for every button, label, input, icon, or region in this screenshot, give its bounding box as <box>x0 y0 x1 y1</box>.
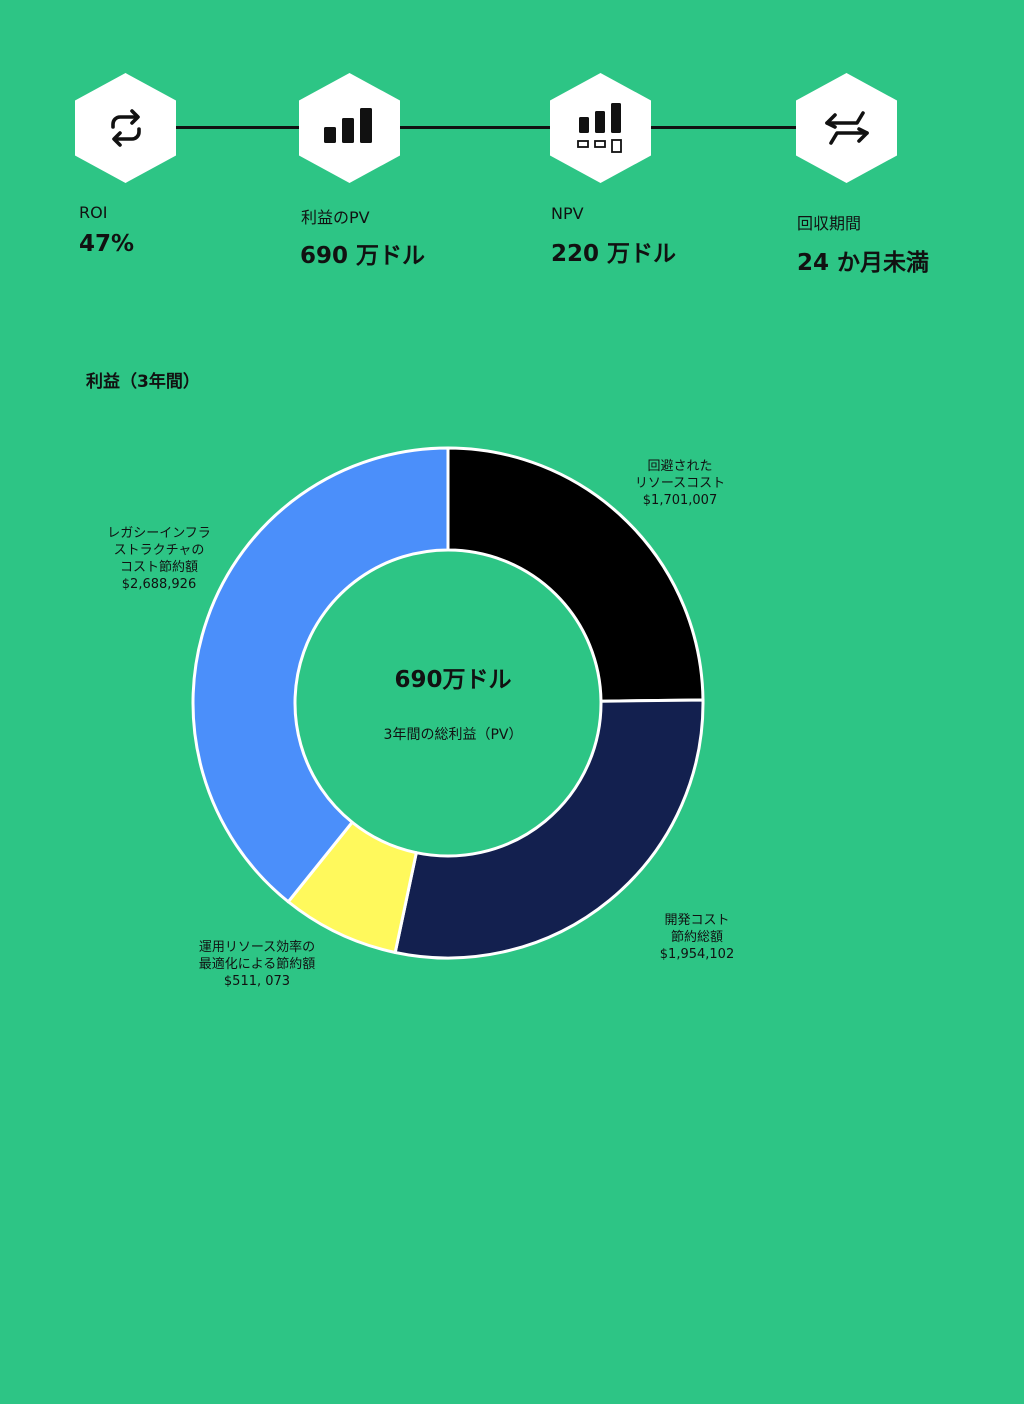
slice-value-label: $2,688,926 <box>121 577 197 592</box>
metric-label-pv: 利益のPV <box>301 208 370 227</box>
donut-slice-development-cost-savings <box>393 698 705 960</box>
slice-label-avoided-resource-cost: 回避された リソースコスト $1,701,007 <box>620 458 740 509</box>
slice-label-line: 節約総額 <box>670 930 723 945</box>
metric-value-payback: 24 か月未満 <box>797 250 930 276</box>
donut-slice-legacy-infrastructure-savings <box>191 446 450 904</box>
metric-label-npv: NPV <box>551 204 584 223</box>
slice-value-label: $1,701,007 <box>642 493 718 508</box>
slice-value-label: $1,954,102 <box>659 947 735 962</box>
slice-value-label: $511, 073 <box>223 974 291 989</box>
metric-connector-line <box>176 126 800 129</box>
section-title: 利益（3年間） <box>86 372 200 392</box>
bar-chart-icon <box>323 108 372 143</box>
metric-value-roi: 47% <box>79 231 135 257</box>
slice-label-line: 開発コスト <box>664 913 730 928</box>
donut-center-value: 690万ドル <box>394 667 512 693</box>
bar-chart-boxes-icon <box>576 103 622 153</box>
metric-label-roi: ROI <box>79 203 108 222</box>
donut-center-caption: 3年間の総利益（PV） <box>383 727 523 743</box>
slice-label-legacy-infrastructure-savings: レガシーインフラ ストラクチャの コスト節約額 $2,688,926 <box>94 525 224 593</box>
metric-icon-badge-pv <box>299 73 400 183</box>
slice-label-operational-efficiency-savings: 運用リソース効率の 最適化による節約額 $511, 073 <box>167 939 347 990</box>
donut-slice-avoided-resource-cost <box>446 446 705 703</box>
slice-label-line: 運用リソース効率の <box>198 940 316 955</box>
slice-label-line: ストラクチャの <box>113 543 205 558</box>
slice-label-line: リソースコスト <box>634 476 726 491</box>
metric-label-payback: 回収期間 <box>797 214 862 233</box>
slice-label-line: レガシーインフラ <box>107 526 211 541</box>
slice-label-line: コスト節約額 <box>119 560 198 575</box>
refresh-icon <box>110 109 141 147</box>
metric-value-pv: 690 万ドル <box>300 243 426 269</box>
slice-label-development-cost-savings: 開発コスト 節約総額 $1,954,102 <box>637 912 757 963</box>
exchange-arrows-icon <box>824 111 869 145</box>
slice-label-line: 回避された <box>647 459 713 474</box>
slice-label-line: 最適化による節約額 <box>198 957 316 972</box>
metric-value-npv: 220 万ドル <box>551 241 677 267</box>
